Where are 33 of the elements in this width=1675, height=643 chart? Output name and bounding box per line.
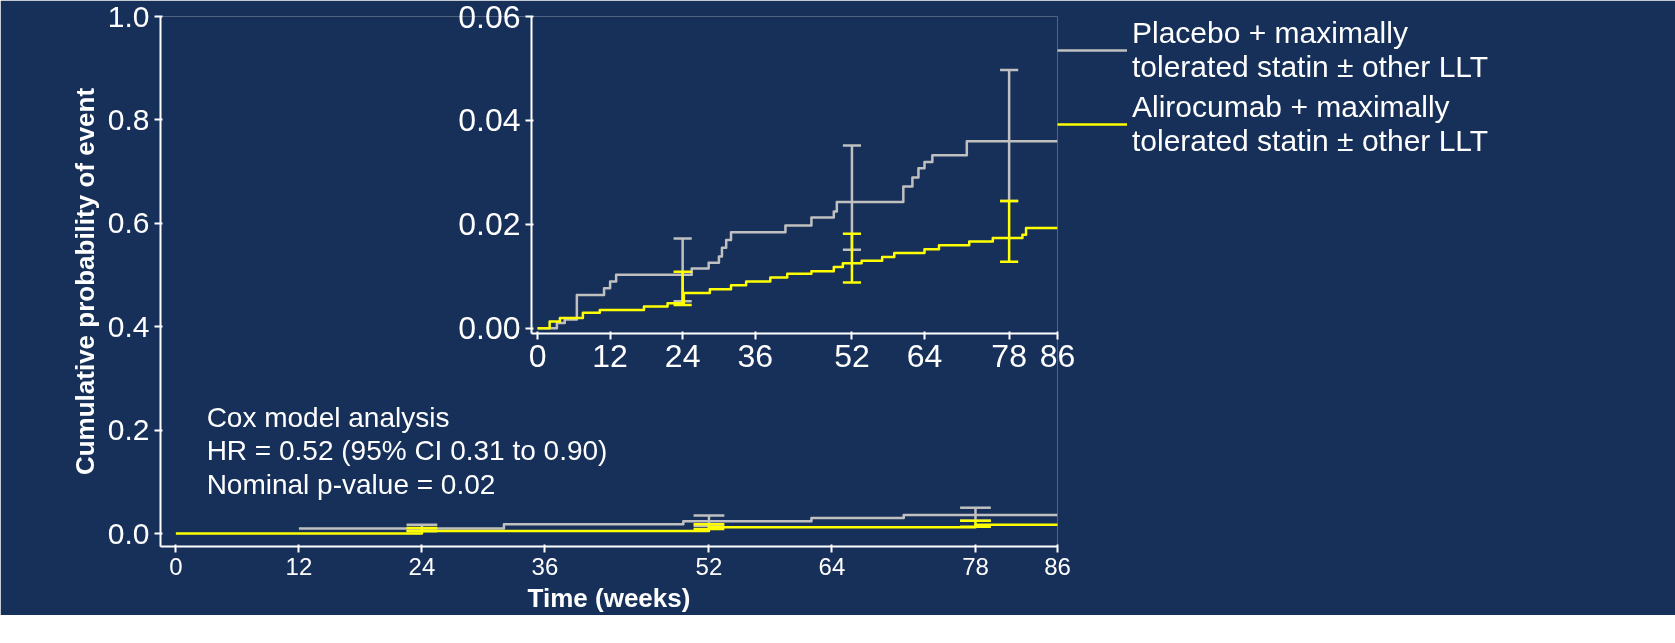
y-tick-label: 0.02 [458, 206, 521, 243]
y-tick-label: 1.0 [107, 0, 150, 33]
x-tick-label: 86 [1044, 552, 1071, 580]
y-tick-label: 0.04 [458, 102, 521, 139]
annotation: HR = 0.52 (95% CI 0.31 to 0.90) [206, 435, 608, 467]
x-tick-label: 36 [531, 552, 559, 580]
x-tick-label: 64 [906, 337, 943, 374]
x-tick-label: 24 [664, 337, 701, 374]
x-tick-label: 78 [991, 337, 1027, 374]
y-tick-label: 0.00 [458, 310, 521, 347]
x-tick-label: 64 [818, 552, 846, 580]
annotation: Nominal p-value = 0.02 [206, 468, 496, 500]
legend-label: Placebo + maximally tolerated statin ± other LLT [1132, 16, 1490, 84]
x-tick-label: 52 [695, 552, 723, 580]
y-tick-label: 0.4 [107, 309, 150, 343]
x-tick-label: 0 [169, 552, 183, 580]
legend-label: Alirocumab + maximally tolerated statin ± other LLT [1132, 90, 1490, 158]
y-axis-title: Cumulative probability of event [69, 87, 100, 476]
x-tick-label: 12 [592, 337, 628, 374]
annotation: Cox model analysis [206, 401, 450, 433]
y-tick-label: 0.2 [107, 413, 150, 447]
x-tick-label: 0 [528, 337, 547, 374]
y-tick-label: 0.8 [107, 102, 150, 136]
y-tick-label: 0.06 [458, 0, 521, 35]
x-tick-label: 24 [408, 552, 436, 580]
x-tick-label: 12 [285, 552, 313, 580]
x-tick-label: 52 [834, 337, 870, 374]
x-axis-title: Time (weeks) [527, 582, 691, 613]
y-tick-label: 0.0 [107, 516, 150, 550]
x-tick-label: 78 [962, 552, 989, 580]
x-tick-label: 86 [1039, 337, 1076, 374]
x-tick-label: 36 [737, 337, 773, 374]
y-tick-label: 0.6 [107, 206, 150, 240]
